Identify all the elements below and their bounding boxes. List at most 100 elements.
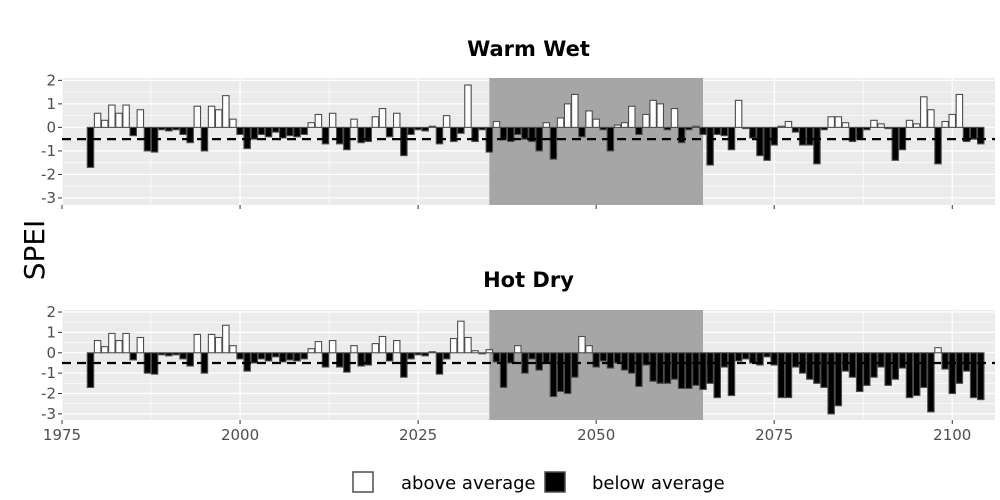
bar-above-average <box>207 333 216 354</box>
bar-above-average <box>578 335 586 354</box>
bar-above-average <box>563 103 572 128</box>
highlight-band <box>489 78 703 205</box>
bar-below-average <box>720 126 729 137</box>
bar-above-average <box>378 335 387 354</box>
bar-above-average <box>656 103 665 128</box>
bar-above-average <box>307 348 316 354</box>
bar-below-average <box>129 126 137 137</box>
bar-below-average <box>699 126 707 135</box>
bar-below-average <box>471 126 479 143</box>
bar-below-average <box>400 352 408 378</box>
bar-below-average <box>891 352 900 380</box>
bar-below-average <box>692 352 700 386</box>
bar-below-average <box>563 352 572 395</box>
bar-above-average <box>122 104 130 128</box>
bar-below-average <box>884 126 892 130</box>
bar-below-average <box>898 352 907 369</box>
bar-above-average <box>734 99 743 128</box>
bar-below-average <box>357 126 365 144</box>
bar-above-average <box>350 345 358 354</box>
bar-below-average <box>336 352 344 368</box>
bar-above-average <box>314 341 323 354</box>
bar-above-average <box>136 336 145 354</box>
bar-below-average <box>492 352 501 363</box>
bar-below-average <box>172 352 180 356</box>
bar-below-average <box>157 126 166 131</box>
bar-above-average <box>371 343 380 354</box>
bar-below-average <box>741 352 750 360</box>
bar-below-average <box>642 352 650 366</box>
y-tick-label: -3 <box>41 405 56 423</box>
bar-below-average <box>407 352 415 360</box>
bar-below-average <box>912 352 921 397</box>
bar-above-average <box>115 112 123 128</box>
panel-title: Warm Wet <box>467 37 590 61</box>
bar-below-average <box>941 352 949 370</box>
bar-below-average <box>977 126 985 145</box>
bar-below-average <box>613 352 622 364</box>
bar-below-average <box>264 352 273 362</box>
x-tick-label: 2075 <box>755 426 793 444</box>
bar-above-average <box>100 119 109 128</box>
bar-below-average <box>720 352 729 368</box>
bar-below-average <box>478 126 486 131</box>
x-tick-label: 2050 <box>577 426 615 444</box>
bar-below-average <box>969 126 978 140</box>
bar-above-average <box>207 105 216 128</box>
bar-above-average <box>620 122 629 128</box>
y-tick-label: -3 <box>41 189 56 207</box>
bar-below-average <box>741 126 750 130</box>
bar-above-average <box>328 340 337 354</box>
bar-above-average <box>314 113 323 128</box>
bar-above-average <box>542 122 551 128</box>
bar-below-average <box>293 352 301 362</box>
bar-below-average <box>848 126 857 143</box>
bar-below-average <box>293 126 301 138</box>
bar-below-average <box>934 126 942 165</box>
bar-below-average <box>855 126 864 140</box>
bar-below-average <box>848 352 857 378</box>
bar-below-average <box>855 352 864 393</box>
bar-below-average <box>684 126 693 131</box>
bar-below-average <box>791 126 800 133</box>
bar-below-average <box>677 352 686 389</box>
panel-hot-dry: Hot Dry 2 1 0 -1 -2 -3 1975 2000 2025 2050 2075 2100 <box>41 268 995 444</box>
bar-below-average <box>920 352 928 388</box>
bar-below-average <box>236 126 244 135</box>
bar-below-average <box>271 352 280 358</box>
bar-above-average <box>877 123 885 128</box>
bar-below-average <box>763 126 771 161</box>
bar-below-average <box>478 352 486 355</box>
bar-above-average <box>841 122 850 128</box>
legend: above average below average <box>352 471 725 494</box>
bar-below-average <box>279 126 287 139</box>
y-tick-label: -2 <box>41 165 56 183</box>
bar-below-average <box>364 126 373 143</box>
bar-above-average <box>464 84 472 128</box>
bar-above-average <box>628 105 636 128</box>
bar-below-average <box>635 352 643 387</box>
panel-warm-wet: Warm Wet 2 1 0 -1 -2 -3 <box>41 37 995 209</box>
bar-below-average <box>414 352 422 356</box>
bar-below-average <box>663 352 672 384</box>
bar-below-average <box>321 352 330 368</box>
bar-above-average <box>428 125 437 128</box>
bar-above-average <box>613 124 622 128</box>
bar-above-average <box>492 120 501 128</box>
bar-below-average <box>977 352 985 401</box>
y-tick-label: -2 <box>41 385 56 403</box>
y-tick-label: 2 <box>46 303 56 321</box>
bar-above-average <box>834 116 843 128</box>
bar-below-average <box>86 126 95 168</box>
bar-below-average <box>321 126 330 145</box>
bar-below-average <box>542 352 551 364</box>
bar-below-average <box>357 352 365 367</box>
bar-below-average <box>528 352 536 360</box>
bar-below-average <box>457 126 465 134</box>
bar-below-average <box>157 352 166 356</box>
bar-above-average <box>108 332 116 354</box>
bar-above-average <box>955 93 964 128</box>
bar-below-average <box>713 352 721 399</box>
bar-below-average <box>649 352 657 382</box>
bar-below-average <box>165 352 173 357</box>
